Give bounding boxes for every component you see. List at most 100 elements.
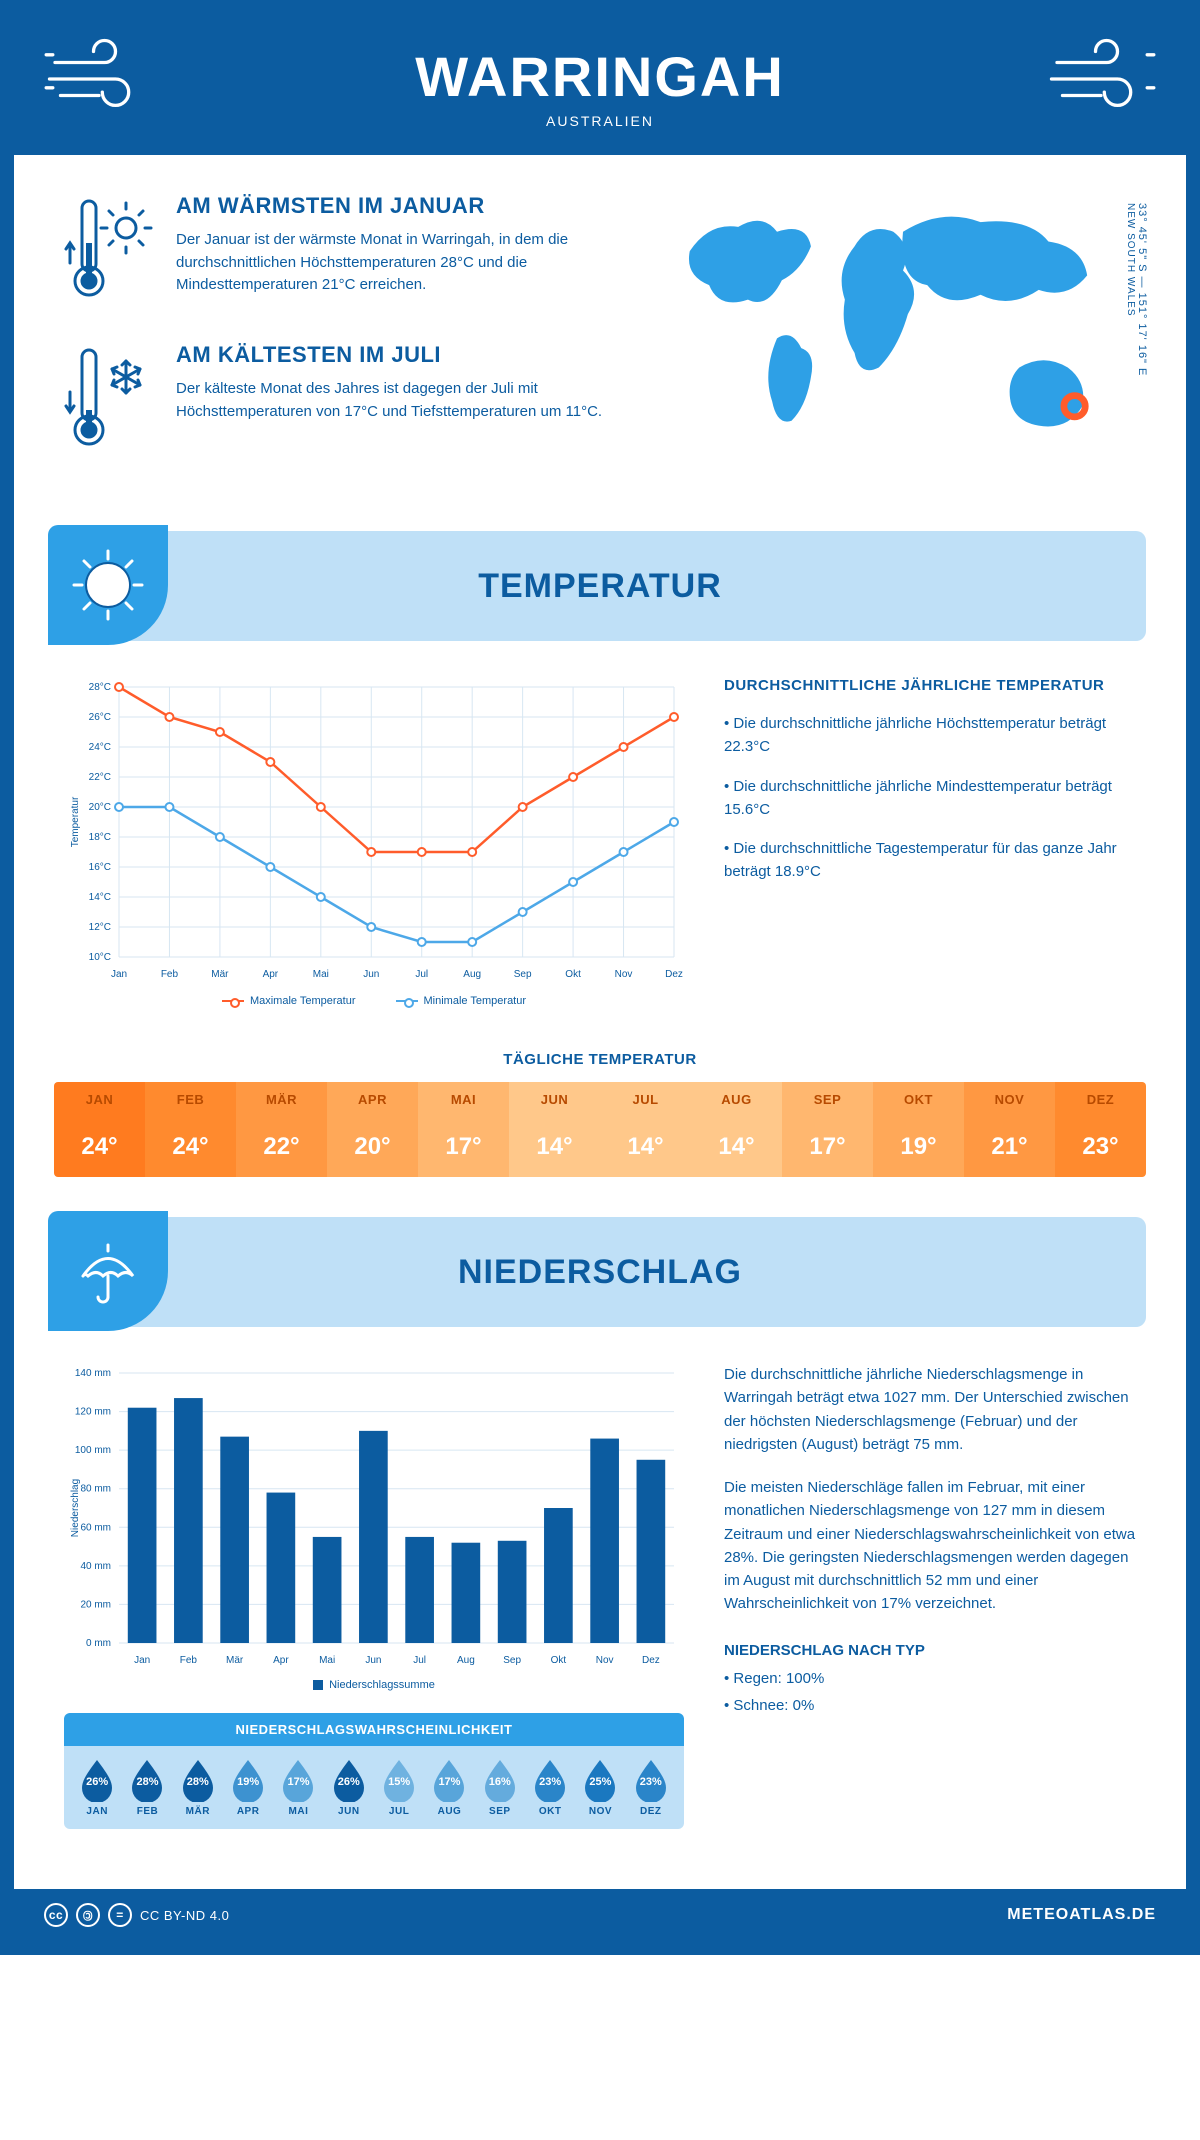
svg-text:Jul: Jul bbox=[415, 969, 428, 980]
svg-text:120 mm: 120 mm bbox=[75, 1407, 111, 1418]
prob-cell: 26% JAN bbox=[72, 1758, 122, 1817]
svg-text:Jan: Jan bbox=[134, 1655, 150, 1666]
precip-bar-chart: 0 mm 20 mm 40 mm 60 mm 80 mm 100 mm 120 mm 140 … bbox=[64, 1363, 684, 1673]
temp-cell: MAI 17° bbox=[418, 1082, 509, 1177]
svg-text:Aug: Aug bbox=[457, 1655, 475, 1666]
svg-text:Feb: Feb bbox=[161, 969, 179, 980]
svg-text:Temperatur: Temperatur bbox=[70, 796, 81, 847]
svg-text:Nov: Nov bbox=[615, 969, 633, 980]
thermometer-hot-icon bbox=[64, 193, 154, 308]
fact-coldest: AM KÄLTESTEN IM JULI Der kälteste Monat … bbox=[64, 342, 621, 457]
temp-cell: JUN 14° bbox=[509, 1082, 600, 1177]
temp-cell: DEZ 23° bbox=[1055, 1082, 1146, 1177]
fact-warmest: AM WÄRMSTEN IM JANUAR Der Januar ist der… bbox=[64, 193, 621, 308]
svg-text:Niederschlag: Niederschlag bbox=[70, 1479, 81, 1537]
prob-cell: 19% APR bbox=[223, 1758, 273, 1817]
daily-temp-table: JAN 24°FEB 24°MÄR 22°APR 20°MAI 17°JUN 1… bbox=[54, 1082, 1146, 1177]
temp-cell: FEB 24° bbox=[145, 1082, 236, 1177]
license: cc🄯= CC BY-ND 4.0 bbox=[44, 1903, 229, 1927]
svg-text:10°C: 10°C bbox=[89, 952, 111, 963]
svg-text:Aug: Aug bbox=[463, 969, 481, 980]
temp-info-title: DURCHSCHNITTLICHE JÄHRLICHE TEMPERATUR bbox=[724, 677, 1136, 694]
thermometer-cold-icon bbox=[64, 342, 154, 457]
prob-cell: 17% MAI bbox=[273, 1758, 323, 1817]
precip-type-title: NIEDERSCHLAG NACH TYP bbox=[724, 1642, 1136, 1659]
temp-cell: JUL 14° bbox=[600, 1082, 691, 1177]
svg-text:60 mm: 60 mm bbox=[80, 1522, 111, 1533]
svg-text:Mai: Mai bbox=[313, 969, 329, 980]
svg-text:Mai: Mai bbox=[319, 1655, 335, 1666]
svg-text:100 mm: 100 mm bbox=[75, 1445, 111, 1456]
svg-text:Nov: Nov bbox=[596, 1655, 614, 1666]
wind-icon bbox=[44, 34, 154, 124]
temp-bullet: • Die durchschnittliche jährliche Höchst… bbox=[724, 712, 1136, 759]
precip-text-1: Die durchschnittliche jährliche Niedersc… bbox=[724, 1363, 1136, 1456]
svg-text:18°C: 18°C bbox=[89, 832, 111, 843]
svg-text:Jul: Jul bbox=[413, 1655, 426, 1666]
temp-bullet: • Die durchschnittliche Tagestemperatur … bbox=[724, 837, 1136, 884]
bar-legend: Niederschlagssumme bbox=[64, 1679, 684, 1691]
section-precip-header: NIEDERSCHLAG bbox=[54, 1217, 1146, 1327]
fact-cold-title: AM KÄLTESTEN IM JULI bbox=[176, 342, 621, 368]
fact-warm-title: AM WÄRMSTEN IM JANUAR bbox=[176, 193, 621, 219]
svg-text:20 mm: 20 mm bbox=[80, 1599, 111, 1610]
svg-text:Sep: Sep bbox=[514, 969, 532, 980]
svg-text:Mär: Mär bbox=[211, 969, 229, 980]
page-header: WARRINGAH AUSTRALIEN bbox=[14, 14, 1186, 155]
prob-cell: 15% JUL bbox=[374, 1758, 424, 1817]
prob-cell: 26% JUN bbox=[324, 1758, 374, 1817]
temp-cell: SEP 17° bbox=[782, 1082, 873, 1177]
prob-cell: 25% NOV bbox=[575, 1758, 625, 1817]
svg-text:Jun: Jun bbox=[363, 969, 379, 980]
wind-icon bbox=[1046, 34, 1156, 124]
coordinates: 33° 45' 5" S — 151° 17' 16" E NEW SOUTH … bbox=[1124, 203, 1148, 376]
fact-warm-text: Der Januar ist der wärmste Monat in Warr… bbox=[176, 229, 621, 297]
svg-text:80 mm: 80 mm bbox=[80, 1484, 111, 1495]
svg-text:40 mm: 40 mm bbox=[80, 1561, 111, 1572]
precip-text-2: Die meisten Niederschläge fallen im Febr… bbox=[724, 1476, 1136, 1616]
prob-cell: 23% DEZ bbox=[626, 1758, 676, 1817]
svg-text:Jun: Jun bbox=[365, 1655, 381, 1666]
precip-type: • Schnee: 0% bbox=[724, 1694, 1136, 1717]
svg-text:Dez: Dez bbox=[665, 969, 683, 980]
temp-cell: MÄR 22° bbox=[236, 1082, 327, 1177]
prob-cell: 28% MÄR bbox=[173, 1758, 223, 1817]
svg-text:0 mm: 0 mm bbox=[86, 1638, 111, 1649]
sun-icon bbox=[48, 525, 168, 645]
svg-text:Apr: Apr bbox=[273, 1655, 289, 1666]
temp-cell: AUG 14° bbox=[691, 1082, 782, 1177]
temp-cell: APR 20° bbox=[327, 1082, 418, 1177]
prob-cell: 23% OKT bbox=[525, 1758, 575, 1817]
section-temperature-header: TEMPERATUR bbox=[54, 531, 1146, 641]
chart-legend: Maximale Temperatur Minimale Temperatur bbox=[64, 995, 684, 1007]
svg-text:24°C: 24°C bbox=[89, 742, 111, 753]
svg-text:12°C: 12°C bbox=[89, 922, 111, 933]
precip-type: • Regen: 100% bbox=[724, 1667, 1136, 1690]
prob-cell: 16% SEP bbox=[475, 1758, 525, 1817]
svg-text:Mär: Mär bbox=[226, 1655, 244, 1666]
temp-cell: OKT 19° bbox=[873, 1082, 964, 1177]
temperature-line-chart: 10°C 12°C 14°C 16°C 18°C 20°C 22°C 24°C 26°C 28°C… bbox=[64, 677, 684, 987]
svg-text:14°C: 14°C bbox=[89, 892, 111, 903]
brand: METEOATLAS.DE bbox=[1007, 1906, 1156, 1924]
svg-text:Sep: Sep bbox=[503, 1655, 521, 1666]
svg-text:16°C: 16°C bbox=[89, 862, 111, 873]
svg-text:26°C: 26°C bbox=[89, 712, 111, 723]
fact-cold-text: Der kälteste Monat des Jahres ist dagege… bbox=[176, 378, 621, 423]
svg-text:22°C: 22°C bbox=[89, 772, 111, 783]
svg-text:Okt: Okt bbox=[551, 1655, 567, 1666]
svg-text:28°C: 28°C bbox=[89, 682, 111, 693]
precip-probability: NIEDERSCHLAGSWAHRSCHEINLICHKEIT 26% JAN … bbox=[64, 1713, 684, 1829]
svg-text:140 mm: 140 mm bbox=[75, 1368, 111, 1379]
svg-text:Apr: Apr bbox=[263, 969, 279, 980]
svg-text:Feb: Feb bbox=[180, 1655, 198, 1666]
temp-bullet: • Die durchschnittliche jährliche Mindes… bbox=[724, 775, 1136, 822]
world-map bbox=[651, 193, 1136, 469]
svg-text:20°C: 20°C bbox=[89, 802, 111, 813]
umbrella-icon bbox=[48, 1211, 168, 1331]
svg-text:Okt: Okt bbox=[565, 969, 581, 980]
location-title: WARRINGAH bbox=[14, 44, 1186, 109]
page-footer: cc🄯= CC BY-ND 4.0 METEOATLAS.DE bbox=[14, 1889, 1186, 1941]
svg-text:Jan: Jan bbox=[111, 969, 127, 980]
daily-temp-title: TÄGLICHE TEMPERATUR bbox=[14, 1051, 1186, 1068]
